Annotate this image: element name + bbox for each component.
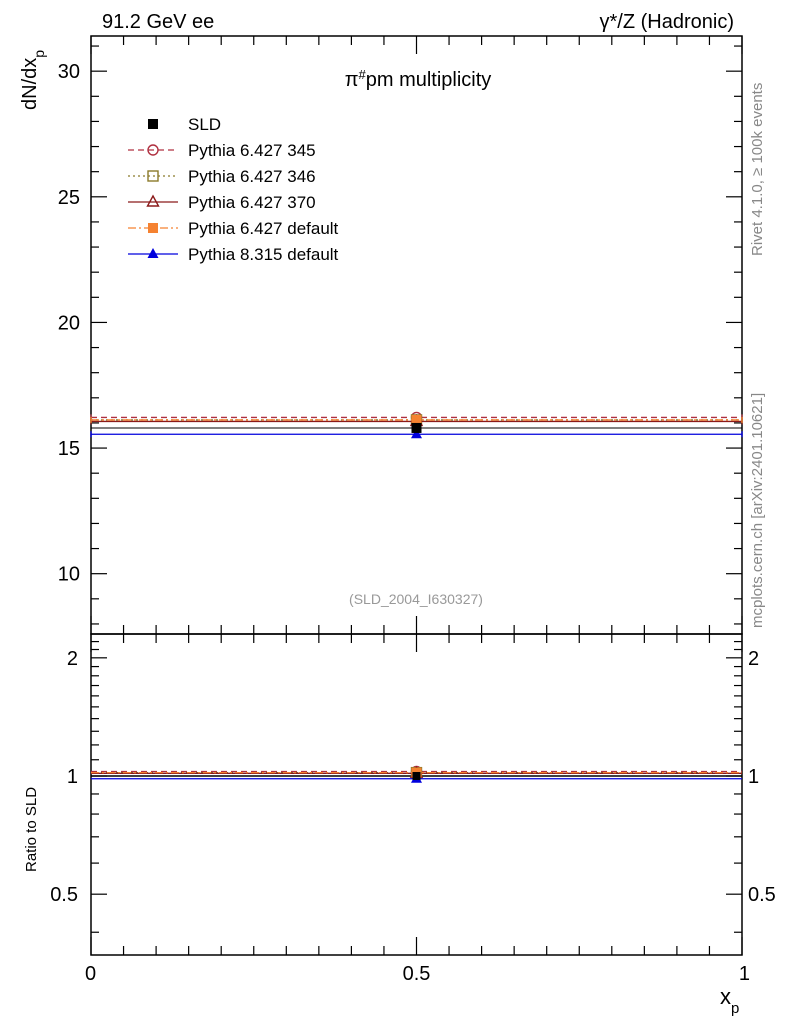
legend-label-pythia-6-427-346: Pythia 6.427 346 <box>188 167 316 186</box>
x-tick-label: 0 <box>85 963 96 985</box>
ratio-tick-label-right: 1 <box>748 766 759 788</box>
y-axis-label: dN/dxp <box>19 50 47 110</box>
main-y-ticks: 10 15 20 25 30 <box>58 45 742 625</box>
ratio-plot-frame <box>90 633 743 956</box>
legend-label-pythia-8-315-default: Pythia 8.315 default <box>188 245 339 264</box>
main-series-group <box>90 411 743 439</box>
ratio-tick-label-right: 0.5 <box>748 884 776 906</box>
ratio-tick-label: 0.5 <box>50 884 78 906</box>
y-tick-label: 10 <box>58 564 80 586</box>
x-ticks: 0 0.5 1 <box>85 36 750 985</box>
data-point-sld <box>411 422 422 433</box>
process-label: γ*/Z (Hadronic) <box>600 11 734 33</box>
y-tick-label: 20 <box>58 312 80 334</box>
source-info: mcplots.cern.ch [arXiv:2401.10621] <box>749 393 766 628</box>
legend-marker-pythia-6-427-370 <box>146 194 160 207</box>
analysis-watermark: (SLD_2004_I630327) <box>349 591 483 607</box>
ratio-point-sld <box>412 772 421 781</box>
ratio-tick-label: 2 <box>67 648 78 670</box>
legend-marker-pythia-6-427-346 <box>147 170 159 182</box>
x-tick-label: 0.5 <box>403 963 431 985</box>
y-tick-label: 30 <box>58 61 80 83</box>
legend-label-pythia-6-427-370: Pythia 6.427 370 <box>188 193 316 212</box>
ratio-y-ticks: 0.5 0.5 1 1 2 2 <box>50 640 776 933</box>
data-point-pythia-6-427-default <box>411 414 422 425</box>
ratio-series-group <box>91 765 742 783</box>
y-tick-label: 25 <box>58 187 80 209</box>
data-point-pythia-8-315-default <box>411 428 422 439</box>
legend-label-sld: SLD <box>188 115 221 134</box>
ratio-y-axis-label: Ratio to SLD <box>23 787 40 872</box>
legend-marker-pythia-6-427-default <box>148 223 158 233</box>
ratio-tick-label: 1 <box>67 766 78 788</box>
legend: SLD Pythia 6.427 345 Pythia 6.427 346 Pythi… <box>128 115 339 264</box>
y-tick-label: 15 <box>58 438 80 460</box>
x-tick-label: 1 <box>739 963 750 985</box>
legend-label-pythia-6-427-345: Pythia 6.427 345 <box>188 141 316 160</box>
legend-label-pythia-6-427-default: Pythia 6.427 default <box>188 219 339 238</box>
legend-marker-pythia-8-315-default <box>147 248 159 258</box>
ratio-tick-label-right: 2 <box>748 648 759 670</box>
legend-marker-pythia-6-427-345 <box>147 144 159 156</box>
rivet-info: Rivet 4.1.0, ≥ 100k events <box>749 83 766 256</box>
plot-title: π#pm multiplicity <box>345 67 492 92</box>
energy-label: 91.2 GeV ee <box>102 11 214 33</box>
legend-marker-sld <box>148 119 158 129</box>
x-axis-label: xp <box>720 984 739 1017</box>
